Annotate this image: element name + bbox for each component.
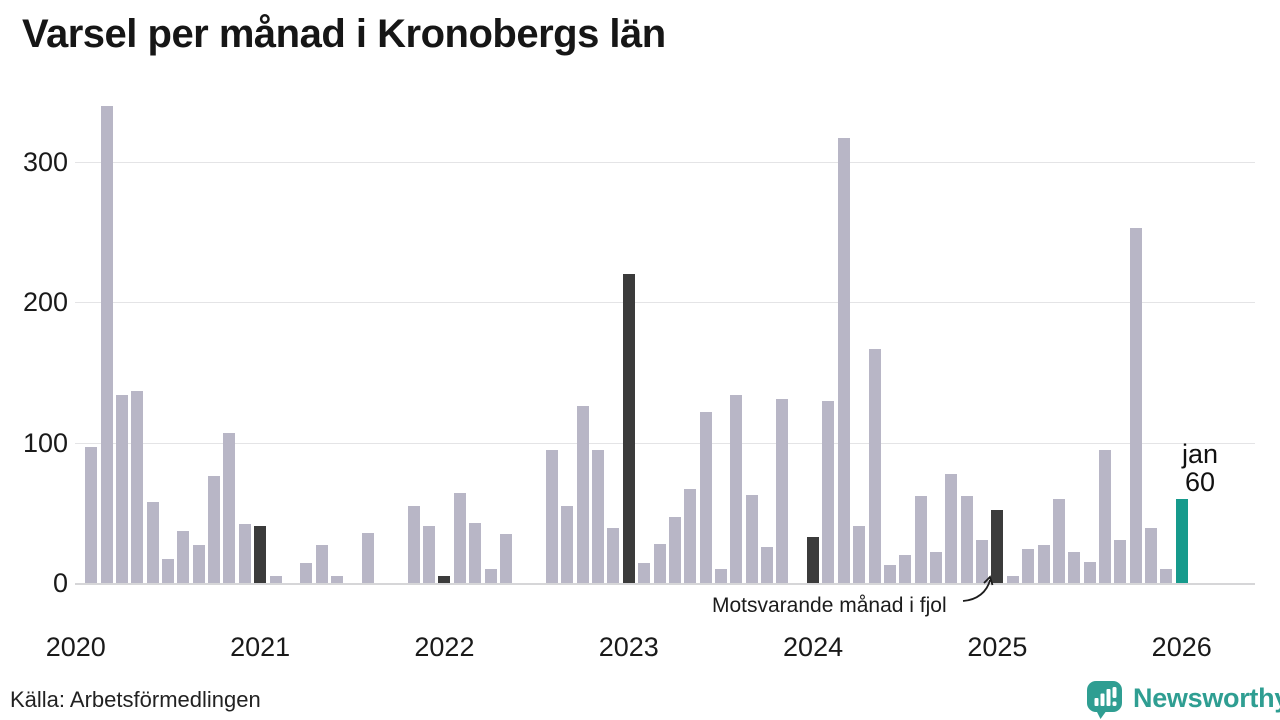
- bar-2025-12: [1160, 569, 1173, 583]
- x-tick-label-2020: 2020: [45, 632, 106, 662]
- bar-2024-01-lastyear: [807, 536, 820, 583]
- bar-2024-03: [837, 138, 850, 583]
- bar-2023-03: [653, 543, 666, 583]
- annotation-label: Motsvarande månad i fjol: [712, 594, 947, 617]
- bar-2022-08: [546, 449, 558, 583]
- current-month-value: 60: [1184, 467, 1216, 497]
- x-axis-line: [75, 583, 1255, 585]
- x-tick-label-2023: 2023: [598, 632, 659, 662]
- bar-2021-04: [300, 563, 313, 583]
- bar-2025-02: [1006, 576, 1019, 583]
- bar-2024-09: [930, 552, 942, 583]
- bar-2023-10: [761, 546, 773, 583]
- bar-2021-11: [407, 505, 420, 583]
- y-tick-label: 200: [22, 287, 68, 318]
- current-month-label: jan 60: [1159, 440, 1241, 496]
- bar-2021-02: [269, 576, 282, 583]
- gridline: [75, 302, 1255, 303]
- page-title: Varsel per månad i Kronobergs län: [22, 12, 666, 56]
- bar-2022-11: [592, 449, 604, 583]
- bar-2020-05: [131, 390, 144, 583]
- bar-2023-08: [730, 395, 743, 583]
- bar-2023-07: [714, 569, 727, 583]
- bar-2025-10: [1129, 228, 1142, 583]
- bar-2022-05: [499, 533, 512, 583]
- x-tick-label-2026: 2026: [1151, 632, 1212, 662]
- y-tick-label: 0: [52, 568, 68, 598]
- bar-2026-01-current: [1175, 498, 1188, 583]
- bar-2025-09: [1114, 539, 1127, 583]
- bar-2025-07: [1083, 562, 1096, 583]
- bar-2025-01-lastyear: [991, 510, 1004, 583]
- y-tick-label: 100: [22, 427, 68, 458]
- bar-2022-04: [484, 569, 497, 583]
- bar-2024-08: [914, 496, 927, 583]
- gridline: [75, 443, 1255, 444]
- bar-2025-05: [1052, 498, 1065, 583]
- annotation-arrow-icon: [962, 575, 994, 602]
- bar-2021-01-lastyear: [254, 525, 267, 583]
- bar-2022-12: [607, 528, 620, 583]
- y-tick-label: 300: [22, 147, 68, 177]
- bar-2023-01-lastyear: [622, 274, 635, 583]
- bar-2024-10: [945, 473, 958, 583]
- bar-2023-11: [776, 399, 789, 583]
- bar-2020-03: [100, 105, 113, 583]
- newsworthy-logo-text: Newsworthy: [1133, 682, 1280, 713]
- bar-2024-12: [976, 539, 988, 583]
- bar-2020-12: [238, 524, 251, 583]
- bar-2024-06: [883, 564, 896, 583]
- bar-2022-03: [469, 522, 482, 583]
- bar-2024-05: [868, 348, 881, 583]
- bar-2020-02: [85, 446, 98, 583]
- bar-2023-04: [668, 517, 681, 583]
- bar-2020-06: [146, 501, 159, 583]
- bar-2021-05: [315, 545, 328, 583]
- bar-2025-04: [1037, 545, 1050, 583]
- newsworthy-logo-icon: [1087, 681, 1122, 719]
- x-tick-label-2024: 2024: [783, 632, 844, 662]
- bar-2023-02: [638, 563, 651, 583]
- bar-2020-04: [115, 395, 128, 583]
- bar-2021-12: [423, 525, 436, 583]
- bar-2023-05: [684, 489, 697, 583]
- x-tick-label-2025: 2025: [967, 632, 1028, 662]
- x-tick-label-2022: 2022: [414, 632, 475, 662]
- bar-2020-08: [177, 531, 190, 583]
- bar-2024-04: [853, 525, 866, 583]
- bar-2020-07: [162, 559, 174, 583]
- newsworthy-logo: Newsworthy: [1084, 679, 1280, 720]
- bar-2022-09: [561, 505, 574, 583]
- source-label: Källa: Arbetsförmedlingen: [10, 687, 261, 712]
- bar-2023-09: [745, 494, 758, 583]
- bar-2025-11: [1145, 528, 1157, 583]
- bar-2025-06: [1068, 552, 1081, 583]
- bar-2024-11: [960, 496, 973, 583]
- bar-2024-02: [822, 400, 835, 583]
- bar-2020-10: [208, 476, 220, 583]
- bar-2025-08: [1098, 449, 1111, 583]
- bar-2022-01-lastyear: [438, 576, 451, 583]
- bar-2023-06: [699, 411, 712, 583]
- bar-2024-07: [899, 554, 912, 583]
- bar-2025-03: [1022, 549, 1035, 583]
- bar-2020-09: [192, 545, 205, 583]
- x-tick-label-2021: 2021: [230, 632, 291, 662]
- gridline: [75, 162, 1255, 163]
- bar-2020-11: [223, 432, 236, 583]
- bar-2021-08: [361, 532, 374, 583]
- bar-2021-06: [330, 576, 343, 583]
- bar-2022-02: [453, 493, 466, 583]
- current-month-name: jan: [1181, 439, 1219, 469]
- bar-2022-10: [576, 406, 589, 583]
